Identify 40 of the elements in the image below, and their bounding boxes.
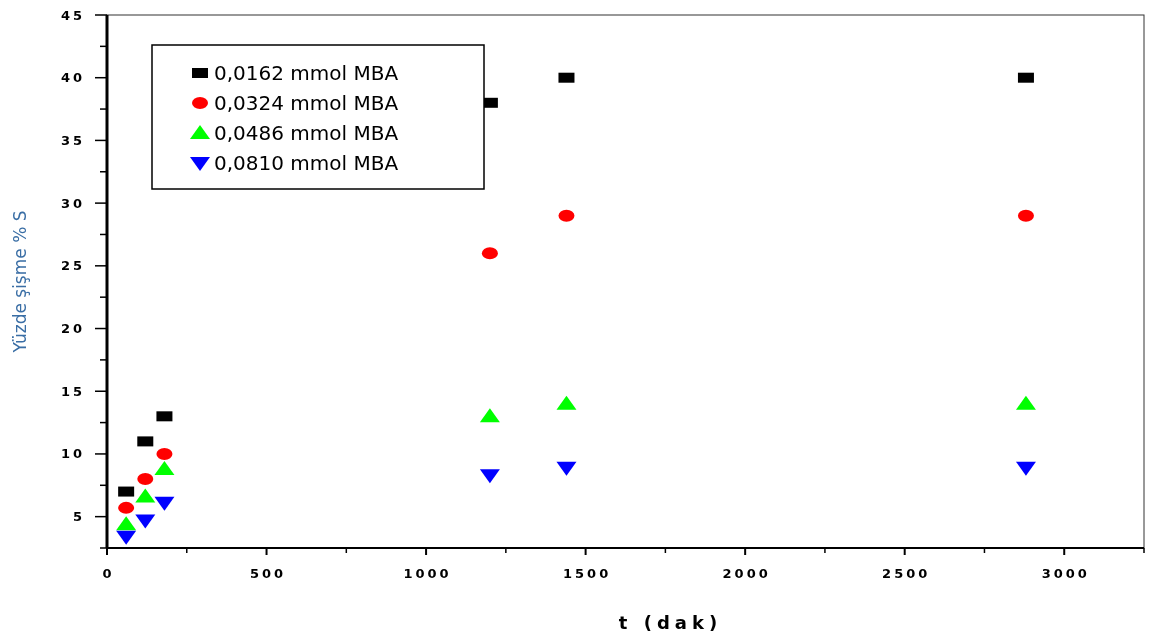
x-tick-label: 3000: [1041, 566, 1090, 581]
point: [156, 447, 173, 460]
point: [1015, 461, 1036, 476]
point: [556, 461, 577, 476]
y-axis-title: Yüzde şişme % S: [10, 210, 30, 354]
point: [481, 247, 498, 260]
y-tick-label: 5: [72, 509, 85, 525]
y-tick-label: 20: [60, 321, 85, 337]
legend-label: 0,0162 mmol MBA: [214, 61, 399, 85]
point: [479, 408, 500, 423]
x-tick-label: 2500: [882, 566, 931, 581]
point: [558, 209, 575, 222]
legend-label: 0,0324 mmol MBA: [214, 91, 399, 115]
point: [135, 488, 156, 503]
y-tick-label: 40: [60, 70, 85, 86]
legend-label: 0,0810 mmol MBA: [214, 151, 399, 175]
point: [154, 496, 175, 511]
y-tick-label: 15: [60, 383, 85, 399]
x-tick-label: 1500: [563, 566, 612, 581]
y-tick-label: 45: [60, 7, 85, 23]
point: [1015, 395, 1036, 410]
point: [137, 473, 154, 486]
y-tick-label: 30: [60, 195, 85, 211]
x-tick-label: 1000: [403, 566, 452, 581]
y-tick-label: 25: [60, 258, 85, 274]
x-tick-label: 500: [249, 566, 287, 581]
point: [116, 530, 137, 545]
point: [118, 501, 135, 514]
point: [1017, 209, 1034, 222]
point: [135, 514, 156, 529]
point: [479, 469, 500, 484]
point: [154, 460, 175, 475]
legend-label: 0,0486 mmol MBA: [214, 121, 399, 145]
x-tick-label: 0: [102, 566, 115, 581]
x-axis-title: t (dak): [618, 612, 723, 633]
x-tick-label: 2000: [722, 566, 771, 581]
y-tick-label: 35: [60, 132, 85, 148]
point: [556, 395, 577, 410]
y-tick-label: 10: [60, 446, 85, 462]
point: [116, 516, 137, 531]
